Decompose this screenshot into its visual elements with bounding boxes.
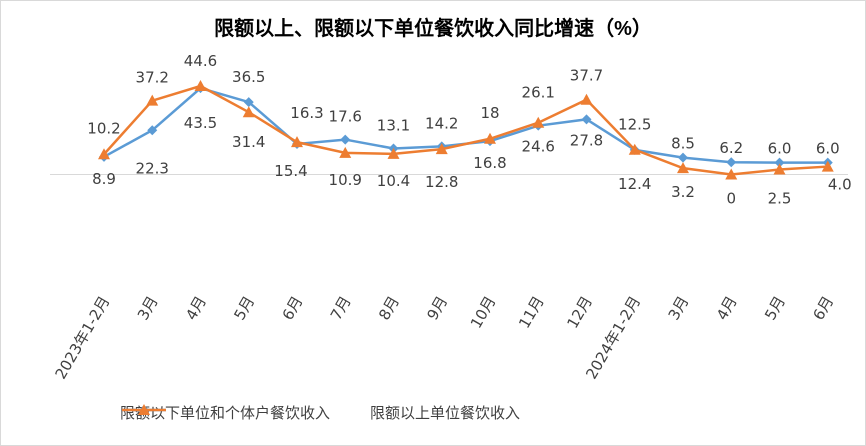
data-label: 36.5 bbox=[232, 68, 265, 86]
legend-label: 限额以下单位和个体户餐饮收入 bbox=[120, 403, 331, 422]
data-point bbox=[387, 147, 400, 159]
data-label: 17.6 bbox=[329, 108, 362, 126]
x-tick-label: 2023年1-2月 bbox=[52, 293, 114, 382]
legend-item: 限额以上单位餐饮收入 bbox=[122, 402, 521, 423]
data-point bbox=[581, 114, 592, 125]
data-point bbox=[339, 146, 352, 158]
data-label: 24.6 bbox=[522, 138, 555, 156]
data-label: 4.0 bbox=[828, 176, 852, 194]
data-point bbox=[243, 97, 254, 108]
data-label: 37.2 bbox=[136, 69, 169, 87]
data-point bbox=[435, 143, 448, 155]
x-tick-label: 10月 bbox=[467, 293, 500, 332]
chart-legend: 限额以下单位和个体户餐饮收入 限额以上单位餐饮收入 bbox=[120, 400, 560, 424]
data-point bbox=[774, 157, 785, 168]
data-point bbox=[678, 152, 688, 163]
data-label: 2.5 bbox=[768, 190, 792, 208]
data-label: 37.7 bbox=[570, 67, 603, 85]
legend-triangle-icon bbox=[122, 404, 166, 415]
data-point bbox=[484, 132, 496, 144]
x-tick-label: 4月 bbox=[182, 293, 210, 323]
x-tick-label: 3月 bbox=[665, 293, 693, 323]
data-label: 27.8 bbox=[570, 131, 603, 149]
data-label: 8.9 bbox=[92, 170, 116, 188]
legend-label: 限额以上单位餐饮收入 bbox=[370, 403, 521, 422]
x-tick-label: 9月 bbox=[423, 293, 451, 323]
data-point bbox=[580, 93, 593, 105]
data-point bbox=[677, 162, 689, 174]
data-point bbox=[98, 148, 110, 160]
data-point bbox=[725, 168, 738, 180]
data-point bbox=[291, 136, 303, 148]
data-label: 43.5 bbox=[184, 114, 217, 132]
data-point bbox=[726, 157, 737, 168]
data-label: 12.5 bbox=[618, 116, 651, 134]
data-label: 16.3 bbox=[290, 104, 323, 122]
data-label: 12.8 bbox=[425, 173, 458, 191]
data-label: 31.4 bbox=[232, 133, 265, 151]
x-tick-label: 11月 bbox=[515, 293, 548, 332]
data-label: 10.9 bbox=[329, 171, 362, 189]
x-tick-label: 4月 bbox=[713, 293, 741, 323]
data-label: 18 bbox=[480, 104, 499, 122]
data-label: 10.2 bbox=[87, 119, 120, 137]
data-label: 14.2 bbox=[425, 114, 458, 132]
data-label: 12.4 bbox=[618, 175, 651, 193]
x-tick-label: 12月 bbox=[563, 293, 596, 332]
data-point bbox=[773, 163, 786, 175]
data-label: 8.5 bbox=[671, 135, 695, 153]
data-label: 15.4 bbox=[274, 162, 307, 180]
data-label: 26.1 bbox=[522, 84, 555, 102]
data-label: 6.0 bbox=[816, 140, 840, 158]
chart-title: 限额以上、限额以下单位餐饮收入同比增速（%） bbox=[214, 18, 652, 40]
data-point bbox=[194, 80, 207, 91]
data-point bbox=[242, 106, 255, 118]
x-tick-label: 6月 bbox=[279, 293, 307, 323]
data-point bbox=[628, 143, 641, 155]
data-label: 10.4 bbox=[377, 172, 410, 190]
x-tick-label: 3月 bbox=[134, 293, 162, 323]
x-tick-label: 8月 bbox=[375, 293, 403, 323]
x-tick-label: 5月 bbox=[230, 293, 258, 323]
data-label: 3.2 bbox=[671, 183, 695, 201]
data-point bbox=[147, 125, 158, 136]
data-label: 22.3 bbox=[136, 159, 169, 177]
data-label: 6.0 bbox=[768, 140, 792, 158]
data-point bbox=[340, 134, 351, 145]
data-label: 13.1 bbox=[377, 117, 410, 135]
series-line bbox=[103, 84, 828, 176]
data-label: 6.2 bbox=[719, 139, 743, 157]
x-tick-label: 5月 bbox=[761, 293, 789, 323]
data-point bbox=[146, 94, 159, 106]
data-point bbox=[532, 116, 545, 128]
data-label: 44.6 bbox=[184, 52, 217, 70]
x-tick-label: 6月 bbox=[809, 293, 837, 323]
x-tick-label: 7月 bbox=[327, 293, 355, 323]
data-point bbox=[821, 160, 834, 172]
data-label: 16.8 bbox=[473, 154, 506, 172]
data-label: 0 bbox=[726, 190, 736, 208]
